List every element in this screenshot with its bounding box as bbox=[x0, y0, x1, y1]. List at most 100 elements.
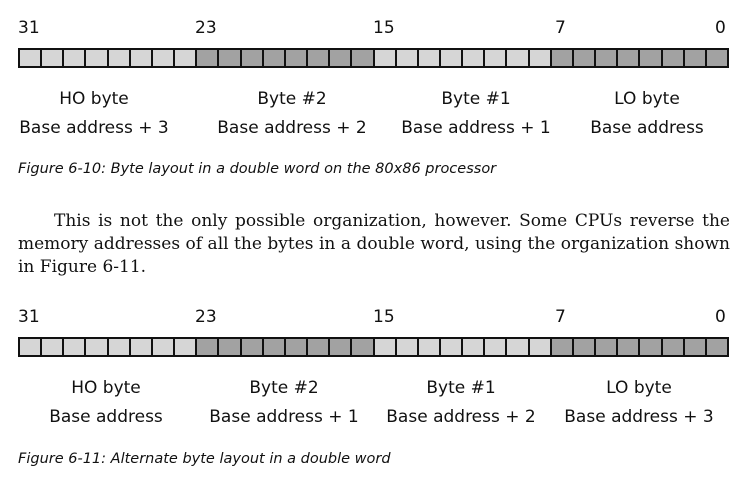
figure-caption: Figure 6-10: Byte layout in a double wor… bbox=[18, 161, 497, 177]
bit-cell bbox=[152, 339, 174, 355]
bit-cell bbox=[64, 50, 85, 66]
bit-cell bbox=[86, 50, 107, 66]
bit-cell bbox=[662, 50, 683, 66]
bit-label-23: 23 bbox=[195, 307, 217, 327]
bit-cell bbox=[551, 339, 572, 355]
bit-label-7: 7 bbox=[555, 18, 566, 38]
bit-cell bbox=[440, 339, 462, 355]
bit-label-23: 23 bbox=[195, 18, 217, 38]
figure-caption: Figure 6-11: Alternate byte layout in a … bbox=[18, 451, 391, 467]
bit-cell bbox=[640, 50, 661, 66]
bit-cell bbox=[440, 50, 462, 66]
bit-cell bbox=[706, 339, 727, 355]
bit-cell bbox=[86, 339, 107, 355]
byte-ho: HO byte Base address + 3 bbox=[5, 85, 183, 143]
bit-cell bbox=[42, 339, 63, 355]
bit-cell bbox=[551, 50, 572, 66]
byte-name: Byte #2 bbox=[257, 89, 327, 109]
bit-cell bbox=[618, 50, 639, 66]
byte-address: Base address + 3 bbox=[19, 118, 169, 138]
byte-name: Byte #1 bbox=[441, 89, 511, 109]
bit-cell bbox=[463, 339, 484, 355]
bit-cell bbox=[175, 50, 196, 66]
byte-name: LO byte bbox=[606, 378, 672, 398]
bit-bar bbox=[18, 337, 729, 357]
bit-cell bbox=[529, 50, 550, 66]
bit-label-15: 15 bbox=[373, 18, 395, 38]
byte-name: HO byte bbox=[59, 89, 129, 109]
bit-cell bbox=[418, 50, 439, 66]
bit-cell bbox=[573, 50, 595, 66]
bit-cell bbox=[330, 339, 351, 355]
bit-cell bbox=[507, 339, 528, 355]
byte-address: Base address + 1 bbox=[209, 407, 359, 427]
bit-label-7: 7 bbox=[555, 307, 566, 327]
bit-cell bbox=[396, 50, 417, 66]
bit-cell bbox=[330, 50, 351, 66]
byte-1: Byte #1 Base address + 1 bbox=[387, 85, 565, 143]
bit-label-31: 31 bbox=[18, 307, 40, 327]
bit-cell bbox=[197, 50, 218, 66]
bit-cell bbox=[706, 50, 727, 66]
bit-cell bbox=[175, 339, 196, 355]
byte-address: Base address + 2 bbox=[217, 118, 367, 138]
bit-cell bbox=[285, 50, 307, 66]
bit-cell bbox=[20, 339, 41, 355]
bit-cell bbox=[596, 50, 617, 66]
bit-cell bbox=[573, 339, 595, 355]
bit-cell bbox=[485, 339, 506, 355]
bit-cell bbox=[684, 50, 705, 66]
byte-ho: HO byte Base address bbox=[17, 374, 195, 432]
byte-lo: LO byte Base address bbox=[558, 85, 736, 143]
bit-cell bbox=[618, 339, 639, 355]
bit-cell bbox=[241, 339, 262, 355]
bit-labels: 31 23 15 7 0 bbox=[0, 307, 748, 331]
bit-cell bbox=[263, 50, 284, 66]
bit-cell bbox=[285, 339, 307, 355]
bit-cell bbox=[219, 50, 240, 66]
bit-bar bbox=[18, 48, 729, 68]
byte-2: Byte #2 Base address + 2 bbox=[203, 85, 381, 143]
bit-label-31: 31 bbox=[18, 18, 40, 38]
bit-cell bbox=[374, 50, 395, 66]
bit-cell bbox=[108, 50, 129, 66]
bit-cell bbox=[197, 339, 218, 355]
byte-name: HO byte bbox=[71, 378, 141, 398]
byte-2: Byte #2 Base address + 1 bbox=[195, 374, 373, 432]
byte-address: Base address + 1 bbox=[401, 118, 551, 138]
byte-lo: LO byte Base address + 3 bbox=[550, 374, 728, 432]
bit-label-15: 15 bbox=[373, 307, 395, 327]
bit-cell bbox=[374, 339, 395, 355]
byte-name: LO byte bbox=[614, 89, 680, 109]
bit-cell bbox=[42, 50, 63, 66]
bit-label-0: 0 bbox=[715, 18, 726, 38]
bit-cell bbox=[596, 339, 617, 355]
bit-cell bbox=[263, 339, 284, 355]
bit-cell bbox=[20, 50, 41, 66]
bit-cell bbox=[108, 339, 129, 355]
byte-address: Base address + 3 bbox=[564, 407, 714, 427]
bit-cell bbox=[529, 339, 550, 355]
bit-cell bbox=[308, 339, 329, 355]
bit-label-0: 0 bbox=[715, 307, 726, 327]
bit-cell bbox=[352, 339, 373, 355]
byte-address: Base address + 2 bbox=[386, 407, 536, 427]
byte-name: Byte #2 bbox=[249, 378, 319, 398]
bit-cell bbox=[640, 339, 661, 355]
bit-cell bbox=[507, 50, 528, 66]
body-paragraph: This is not the only possible organizati… bbox=[18, 210, 730, 279]
bit-cell bbox=[463, 50, 484, 66]
bit-cell bbox=[308, 50, 329, 66]
bit-cell bbox=[152, 50, 174, 66]
bit-cell bbox=[485, 50, 506, 66]
bit-cell bbox=[130, 339, 151, 355]
bit-cell bbox=[352, 50, 373, 66]
bit-cell bbox=[418, 339, 439, 355]
byte-name: Byte #1 bbox=[426, 378, 496, 398]
bit-cell bbox=[219, 339, 240, 355]
bit-cell bbox=[396, 339, 417, 355]
byte-address: Base address bbox=[590, 118, 704, 138]
bit-cell bbox=[241, 50, 262, 66]
byte-address: Base address bbox=[49, 407, 163, 427]
bit-cell bbox=[684, 339, 705, 355]
